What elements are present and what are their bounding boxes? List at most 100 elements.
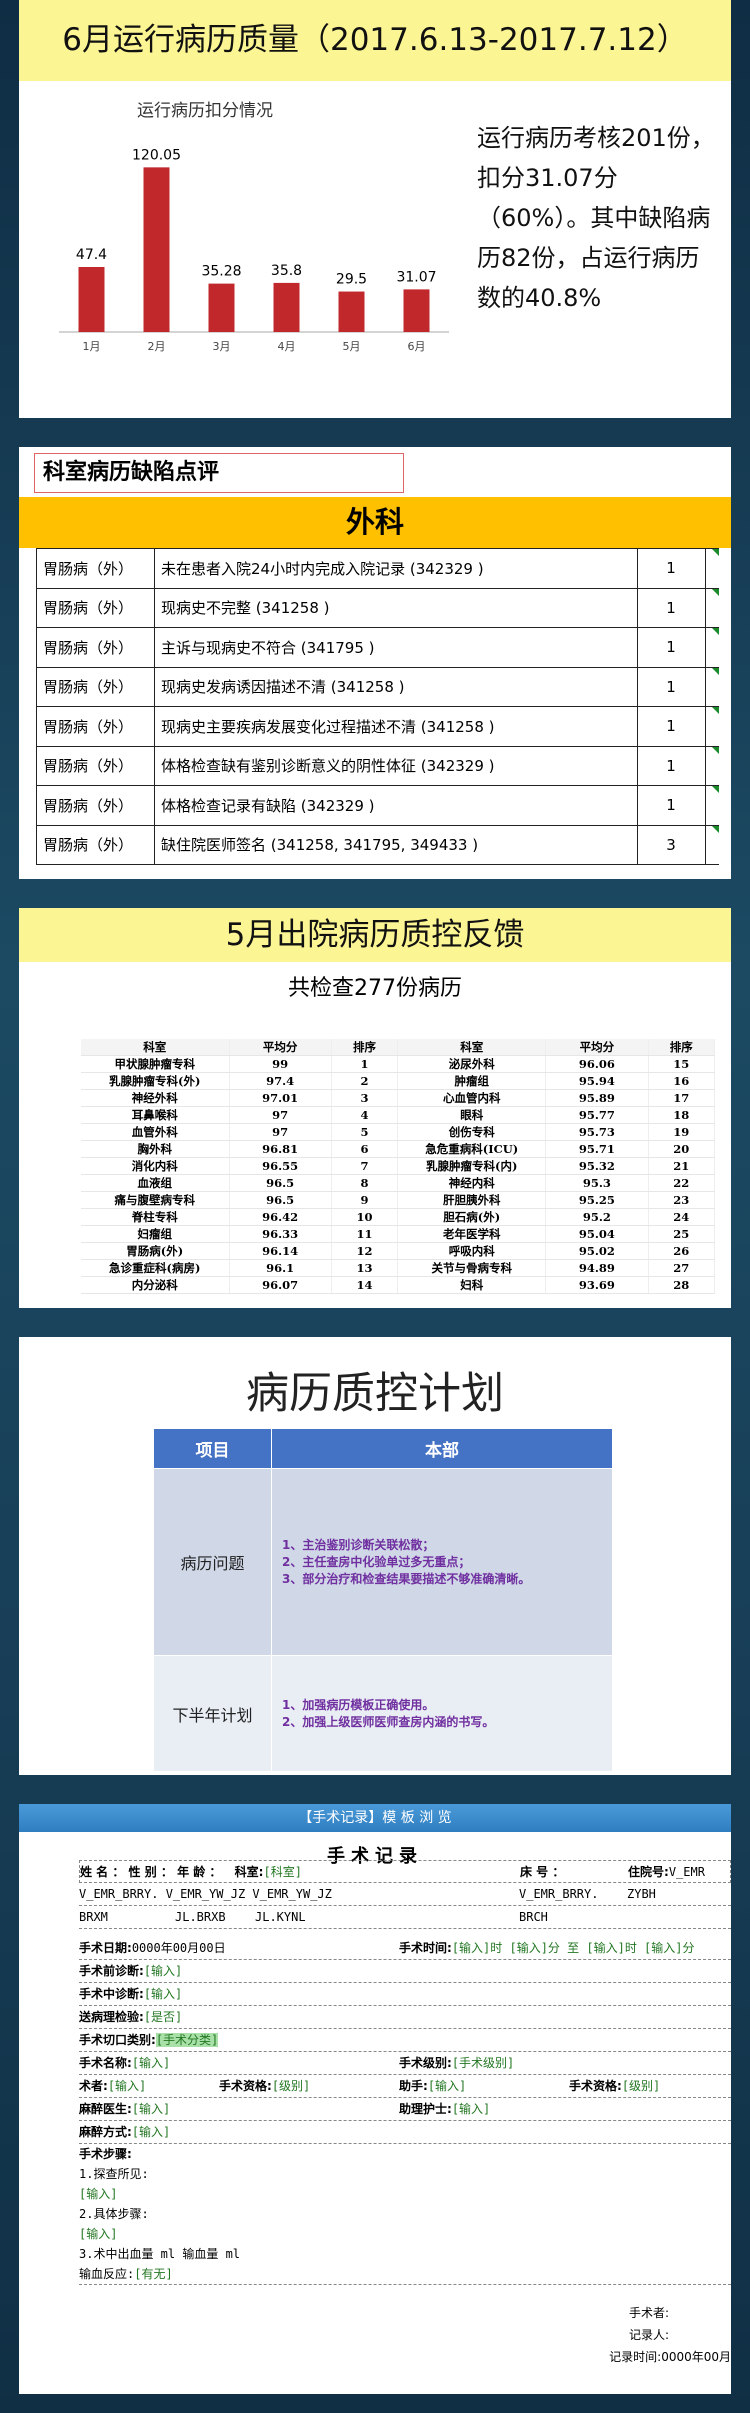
defect-row: 胃肠病（外） 缺住院医师签名 (341258, 341795, 349433 ) 3 bbox=[36, 824, 719, 865]
assistant-qual-select[interactable]: [级别] bbox=[621, 2079, 661, 2093]
record-form: 姓 名 ： 性 别 ： 年 龄 ： 科室:[科室] 床 号 ： 住院号:V_EM… bbox=[79, 1860, 731, 2285]
ranking-cell: 神经外科 bbox=[81, 1089, 230, 1107]
ranking-cell: 20 bbox=[648, 1140, 716, 1158]
ranking-cell: 96.1 bbox=[229, 1259, 332, 1277]
admission-field[interactable]: V_EMR bbox=[668, 1865, 705, 1879]
problem-item: 1、主治鉴别诊断关联松散； bbox=[282, 1537, 435, 1552]
record-time: 记录时间:0000年00月 bbox=[609, 2348, 731, 2365]
surgeon-input[interactable]: [输入] bbox=[107, 2079, 147, 2093]
x-tick-label: 5月 bbox=[343, 340, 361, 353]
name-code: BRXM bbox=[79, 1910, 108, 1924]
age-code: JL.KYNL bbox=[255, 1910, 306, 1924]
defect-review-slide: 科室病历缺陷点评 外科 胃肠病（外） 未在患者入院24小时内完成入院记录 (342… bbox=[19, 447, 731, 879]
reaction-label: 输血反应: bbox=[79, 2267, 135, 2281]
step-detail-input[interactable]: [输入] bbox=[79, 2227, 118, 2241]
ranking-row: 脊柱专科 96.42 10 胆石病(外) 95.2 24 bbox=[81, 1208, 716, 1226]
cell-marker bbox=[705, 587, 719, 628]
mid-diagnosis-input[interactable]: [输入] bbox=[143, 1987, 183, 2001]
surgery-name-input[interactable]: [输入] bbox=[131, 2056, 171, 2070]
ranking-cell: 8 bbox=[331, 1174, 399, 1192]
ranking-cell: 28 bbox=[648, 1276, 716, 1294]
dept-field[interactable]: [科室] bbox=[263, 1865, 302, 1879]
ranking-cell: 22 bbox=[648, 1174, 716, 1192]
ranking-cell: 96.5 bbox=[229, 1174, 332, 1192]
ranking-cell: 肝胆胰外科 bbox=[397, 1191, 547, 1209]
bar-value-label: 29.5 bbox=[336, 272, 367, 288]
defect-dept: 胃肠病（外） bbox=[36, 706, 155, 747]
ranking-cell: 泌尿外科 bbox=[397, 1055, 547, 1073]
ranking-header: 排序 bbox=[331, 1039, 399, 1056]
reaction-select[interactable]: [有无] bbox=[134, 2267, 173, 2281]
ranking-cell: 18 bbox=[648, 1106, 716, 1124]
bed-code: V_EMR_BRRY. bbox=[519, 1887, 599, 1901]
ranking-cell: 95.25 bbox=[545, 1191, 649, 1209]
chart-title: 运行病历扣分情况 bbox=[137, 101, 273, 121]
code-fields-1: V_EMR_BRRY. V_EMR_YW_JZ V_EMR_YW_JZ bbox=[79, 1887, 332, 1901]
checked-count: 共检查277份病历 bbox=[288, 976, 462, 1001]
ranking-cell: 9 bbox=[331, 1191, 399, 1209]
ranking-cell: 96.06 bbox=[545, 1055, 649, 1073]
defect-issue: 缺住院医师签名 (341258, 341795, 349433 ) bbox=[154, 824, 638, 865]
anesthesia-method-input[interactable]: [输入] bbox=[131, 2125, 171, 2139]
nurse-input[interactable]: [输入] bbox=[451, 2102, 491, 2116]
ranking-cell: 25 bbox=[648, 1225, 716, 1243]
ranking-cell: 96.33 bbox=[229, 1225, 332, 1243]
ranking-cell: 7 bbox=[331, 1157, 399, 1175]
anesthetist-input[interactable]: [输入] bbox=[131, 2102, 171, 2116]
ranking-row: 消化内科 96.55 7 乳腺肿瘤专科(内) 95.32 21 bbox=[81, 1157, 716, 1175]
defect-count: 1 bbox=[636, 785, 706, 826]
incision-select[interactable]: [手术分类] bbox=[155, 2033, 219, 2047]
defect-issue: 现病史主要疾病发展变化过程描述不清 (341258 ) bbox=[154, 706, 638, 747]
surgeon-qual-select[interactable]: [级别] bbox=[271, 2079, 311, 2093]
defect-count: 1 bbox=[636, 666, 706, 707]
surgeon-qual-label: 手术资格: bbox=[219, 2079, 272, 2093]
code-row-2: BRXM JL.BRXB JL.KYNL BRCH bbox=[79, 1906, 731, 1929]
surgeon-label: 术者: bbox=[79, 2079, 108, 2093]
assistant-qual-label: 手术资格: bbox=[569, 2079, 622, 2093]
defect-count: 1 bbox=[636, 587, 706, 628]
ranking-cell: 95.77 bbox=[545, 1106, 649, 1124]
slide1-banner: 6月运行病历质量（2017.6.13-2017.7.12） bbox=[19, 0, 731, 81]
template-header: 【手术记录】模 板 浏 览 bbox=[19, 1804, 731, 1832]
bar bbox=[273, 282, 300, 332]
ranking-cell: 95.73 bbox=[545, 1123, 649, 1141]
discharge-feedback-slide: 5月出院病历质控反馈 共检查277份病历 科室 平均分 排序 科室 平均分 排序 甲状腺肿… bbox=[19, 908, 731, 1308]
surgeon-sign: 手术者: bbox=[628, 2306, 669, 2320]
pre-diagnosis-row: 手术前诊断:[输入] bbox=[79, 1960, 731, 1983]
admission-code: ZYBH bbox=[627, 1887, 656, 1901]
nurse-label: 助理护士: bbox=[399, 2102, 452, 2116]
ranking-row: 痛与腹壁病专科 96.5 9 肝胆胰外科 95.25 23 bbox=[81, 1191, 716, 1209]
x-tick-label: 1月 bbox=[83, 340, 101, 353]
surgery-time-field[interactable]: [输入]时 [输入]分 至 [输入]时 [输入]分 bbox=[451, 1941, 695, 1955]
defect-dept: 胃肠病（外） bbox=[36, 745, 155, 786]
quality-summary: 运行病历考核201份，扣分31.07分（60%）。其中缺陷病历82份，占运行病历… bbox=[477, 124, 715, 312]
assistant-label: 助手: bbox=[399, 2079, 428, 2093]
pre-diagnosis-input[interactable]: [输入] bbox=[143, 1964, 183, 1978]
surgery-date-field[interactable]: 0000年00月00日 bbox=[131, 1941, 226, 1955]
assistant-input[interactable]: [输入] bbox=[427, 2079, 467, 2093]
defect-count: 1 bbox=[636, 548, 706, 589]
department-bar: 外科 bbox=[19, 497, 731, 548]
defect-issue: 体格检查记录有缺陷 (342329 ) bbox=[154, 785, 638, 826]
plan-problems-list: 1、主治鉴别诊断关联松散； 2、主任查房中化验单过多无重点； 3、部分治疗和检查… bbox=[271, 1468, 613, 1656]
x-tick-label: 4月 bbox=[278, 340, 296, 353]
ranking-header: 科室 bbox=[81, 1039, 230, 1056]
ranking-row: 胸外科 96.81 6 急危重病科(ICU) 95.71 20 bbox=[81, 1140, 716, 1158]
pathology-select[interactable]: [是否] bbox=[143, 2010, 183, 2024]
ranking-cell: 老年医学科 bbox=[397, 1225, 547, 1243]
ranking-row: 血液组 96.5 8 神经内科 95.3 22 bbox=[81, 1174, 716, 1192]
ranking-cell: 痛与腹壁病专科 bbox=[81, 1191, 230, 1209]
cell-marker bbox=[705, 548, 719, 589]
ranking-cell: 关节与骨病专科 bbox=[397, 1259, 547, 1277]
ranking-cell: 神经内科 bbox=[397, 1174, 547, 1192]
ranking-cell: 95.32 bbox=[545, 1157, 649, 1175]
ranking-cell: 24 bbox=[648, 1208, 716, 1226]
ranking-header: 平均分 bbox=[229, 1039, 332, 1056]
recorder-sign: 记录人: bbox=[628, 2328, 669, 2342]
surgery-level-select[interactable]: [手术级别] bbox=[451, 2056, 515, 2070]
record-title: 手术记录 bbox=[327, 1846, 423, 1867]
ranking-cell: 19 bbox=[648, 1123, 716, 1141]
step-detail-label: 2.具体步骤: bbox=[79, 2207, 149, 2221]
step-explore-input[interactable]: [输入] bbox=[79, 2187, 118, 2201]
ranking-cell: 创伤专科 bbox=[397, 1123, 547, 1141]
